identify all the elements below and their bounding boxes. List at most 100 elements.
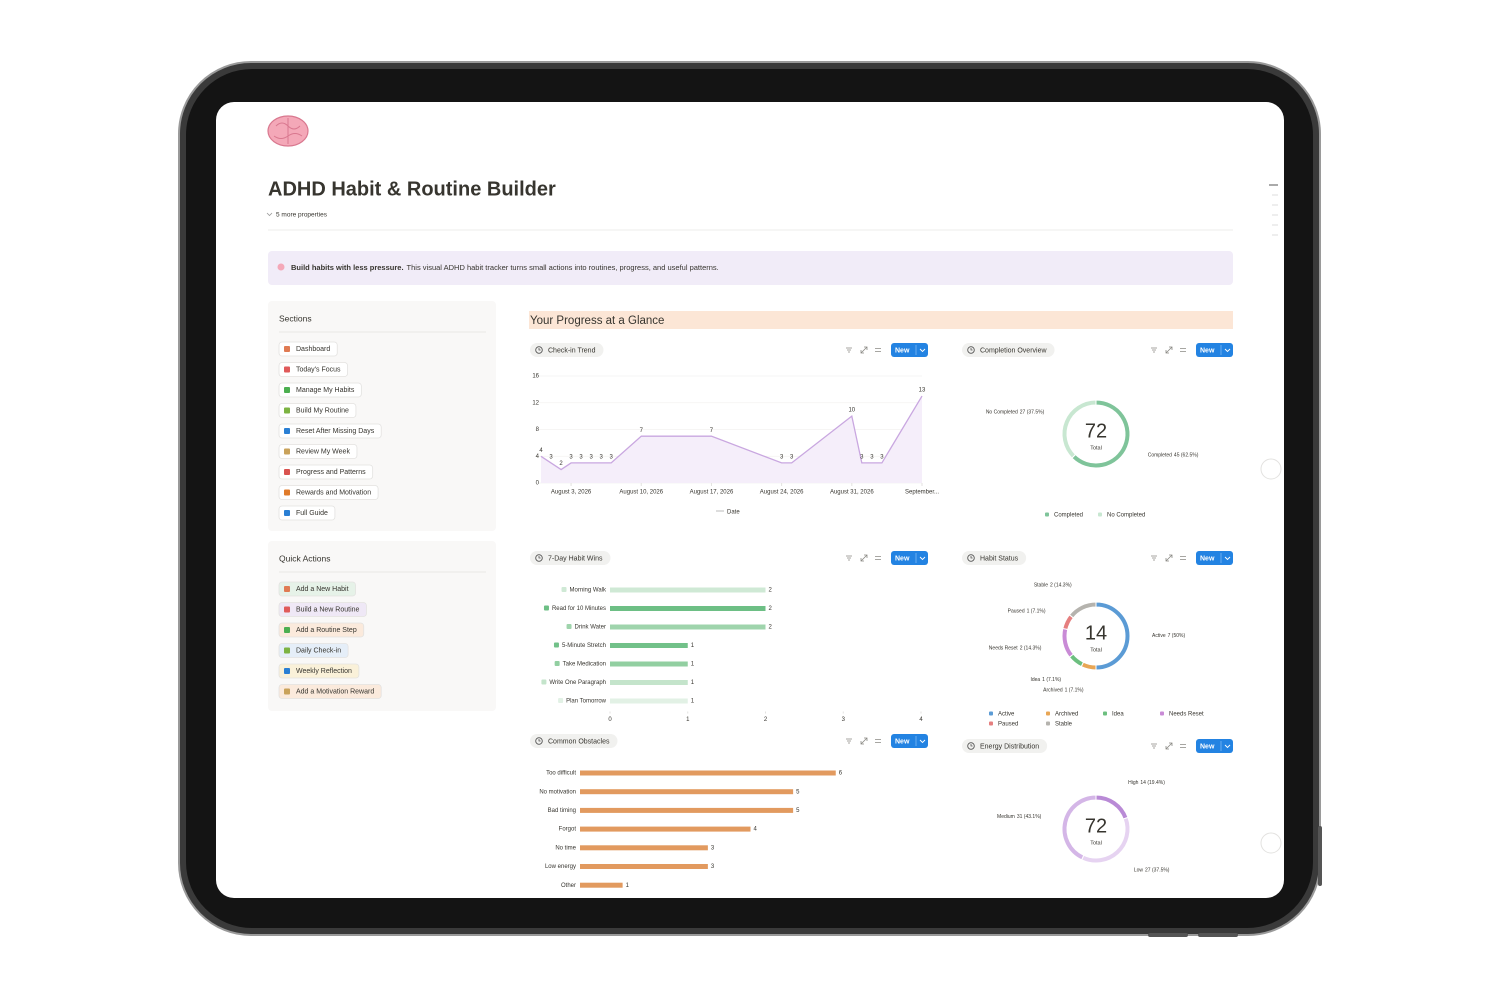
trend-area bbox=[541, 396, 922, 483]
link-chip[interactable] bbox=[278, 382, 362, 398]
view-tab[interactable] bbox=[962, 343, 1055, 357]
link-label[interactable]: Progress and Patterns bbox=[296, 469, 366, 476]
slice-name: Needs Reset bbox=[989, 646, 1019, 652]
link-label[interactable]: Manage My Habits bbox=[296, 387, 355, 394]
view-tab[interactable] bbox=[530, 551, 611, 565]
link-chip[interactable] bbox=[278, 444, 358, 459]
toolbar-icon[interactable] bbox=[846, 738, 852, 744]
slice-value: 14 (19.4%) bbox=[1140, 780, 1165, 786]
category-label: Take Medication bbox=[563, 662, 606, 668]
slice-name: Completed bbox=[1148, 453, 1172, 459]
view-title[interactable]: 7-Day Habit Wins bbox=[548, 555, 603, 562]
toolbar-icon[interactable] bbox=[860, 554, 868, 562]
view-title[interactable]: Energy Distribution bbox=[980, 743, 1039, 750]
toolbar-icon[interactable] bbox=[875, 348, 881, 352]
toolbar-icon[interactable] bbox=[875, 739, 881, 743]
data-label: 3 bbox=[870, 455, 874, 461]
bar bbox=[610, 680, 688, 685]
toolbar-icon[interactable] bbox=[860, 346, 868, 354]
link-label[interactable]: Add a New Habit bbox=[296, 586, 349, 593]
y-tick-label: 12 bbox=[532, 400, 539, 406]
link-label[interactable]: Add a Routine Step bbox=[296, 627, 357, 634]
data-label: 2 bbox=[559, 461, 563, 467]
new-button-label[interactable]: New bbox=[1200, 347, 1215, 354]
link-icon bbox=[284, 510, 290, 516]
toolbar-icon[interactable] bbox=[846, 555, 852, 561]
slice-label: Active 7 (50%) bbox=[1152, 633, 1185, 639]
view-title[interactable]: Check-in Trend bbox=[548, 347, 596, 354]
view-title[interactable]: Common Obstacles bbox=[548, 738, 610, 745]
data-label: 7 bbox=[710, 428, 714, 434]
view-title[interactable]: Completion Overview bbox=[980, 347, 1047, 354]
link-chip[interactable] bbox=[278, 423, 382, 439]
slice-name: High bbox=[1128, 780, 1139, 786]
link-chip[interactable] bbox=[278, 663, 360, 679]
toolbar-icon[interactable] bbox=[1151, 743, 1157, 749]
link-label[interactable]: Review My Week bbox=[296, 448, 350, 455]
view-tab[interactable] bbox=[530, 734, 618, 748]
new-button[interactable] bbox=[891, 734, 928, 748]
link-label[interactable]: Add a Motivation Reward bbox=[296, 688, 374, 695]
link-chip[interactable] bbox=[278, 341, 338, 357]
toolbar-icon[interactable] bbox=[1180, 744, 1186, 748]
side-button bbox=[1318, 826, 1322, 886]
link-label[interactable]: Reset After Missing Days bbox=[296, 428, 375, 435]
link-chip[interactable] bbox=[278, 581, 356, 597]
link-label[interactable]: Build a New Routine bbox=[296, 606, 360, 613]
new-button-label[interactable]: New bbox=[895, 555, 910, 562]
new-button-label[interactable]: New bbox=[1200, 555, 1215, 562]
link-chip[interactable] bbox=[278, 464, 374, 480]
new-button[interactable] bbox=[1196, 551, 1233, 565]
new-button[interactable] bbox=[891, 343, 928, 357]
toolbar-icon[interactable] bbox=[875, 556, 881, 560]
link-chip[interactable] bbox=[278, 403, 357, 418]
new-button-label[interactable]: New bbox=[895, 347, 910, 354]
link-chip[interactable] bbox=[278, 643, 349, 658]
toolbar-icon[interactable] bbox=[846, 347, 852, 353]
link-label[interactable]: Full Guide bbox=[296, 510, 328, 517]
new-button[interactable] bbox=[891, 551, 928, 565]
bar bbox=[610, 698, 688, 704]
toolbar-icon[interactable] bbox=[1180, 348, 1186, 352]
side-peek-button[interactable] bbox=[1260, 832, 1282, 854]
view-title[interactable]: Habit Status bbox=[980, 555, 1019, 562]
new-button-chevron bbox=[1224, 556, 1231, 561]
x-tick-label: 0 bbox=[608, 717, 612, 723]
toolbar-icon[interactable] bbox=[1165, 742, 1173, 750]
link-chip[interactable] bbox=[278, 602, 367, 617]
view-tab[interactable] bbox=[962, 739, 1048, 753]
new-button-label[interactable]: New bbox=[895, 738, 910, 745]
link-label[interactable]: Rewards and Motivation bbox=[296, 489, 371, 496]
toolbar-icon[interactable] bbox=[1151, 347, 1157, 353]
toolbar-icon[interactable] bbox=[1165, 346, 1173, 354]
trend-line bbox=[540, 395, 923, 471]
toolbar-icon[interactable] bbox=[1151, 555, 1157, 561]
link-label[interactable]: Build My Routine bbox=[296, 407, 349, 414]
y-tick-label: 16 bbox=[532, 374, 539, 380]
view-tab[interactable] bbox=[962, 551, 1027, 565]
more-properties[interactable]: 5 more properties bbox=[276, 212, 328, 219]
link-label[interactable]: Daily Check-in bbox=[296, 647, 341, 654]
link-label[interactable]: Today's Focus bbox=[296, 366, 341, 373]
link-chip[interactable] bbox=[278, 485, 379, 500]
link-icon bbox=[284, 668, 290, 674]
new-button[interactable] bbox=[1196, 739, 1233, 753]
bar bbox=[610, 624, 766, 630]
view-tab[interactable] bbox=[530, 343, 604, 357]
link-label[interactable]: Dashboard bbox=[296, 346, 330, 353]
new-button[interactable] bbox=[1196, 343, 1233, 357]
new-button-label[interactable]: New bbox=[1200, 743, 1215, 750]
link-chip[interactable] bbox=[278, 622, 365, 638]
toolbar-icon[interactable] bbox=[1180, 556, 1186, 560]
quick_actions-title: Quick Actions bbox=[279, 553, 331, 563]
link-label[interactable]: Weekly Reflection bbox=[296, 668, 352, 675]
data-label: 3 bbox=[790, 455, 794, 461]
view-icon-hand bbox=[970, 348, 973, 351]
toolbar-icon[interactable] bbox=[1165, 554, 1173, 562]
link-chip[interactable] bbox=[278, 505, 336, 521]
y-tick-label: 8 bbox=[536, 427, 540, 433]
side-peek-button[interactable] bbox=[1260, 458, 1282, 480]
link-chip[interactable] bbox=[278, 362, 348, 377]
link-chip[interactable] bbox=[278, 684, 382, 699]
toolbar-icon[interactable] bbox=[860, 737, 868, 745]
